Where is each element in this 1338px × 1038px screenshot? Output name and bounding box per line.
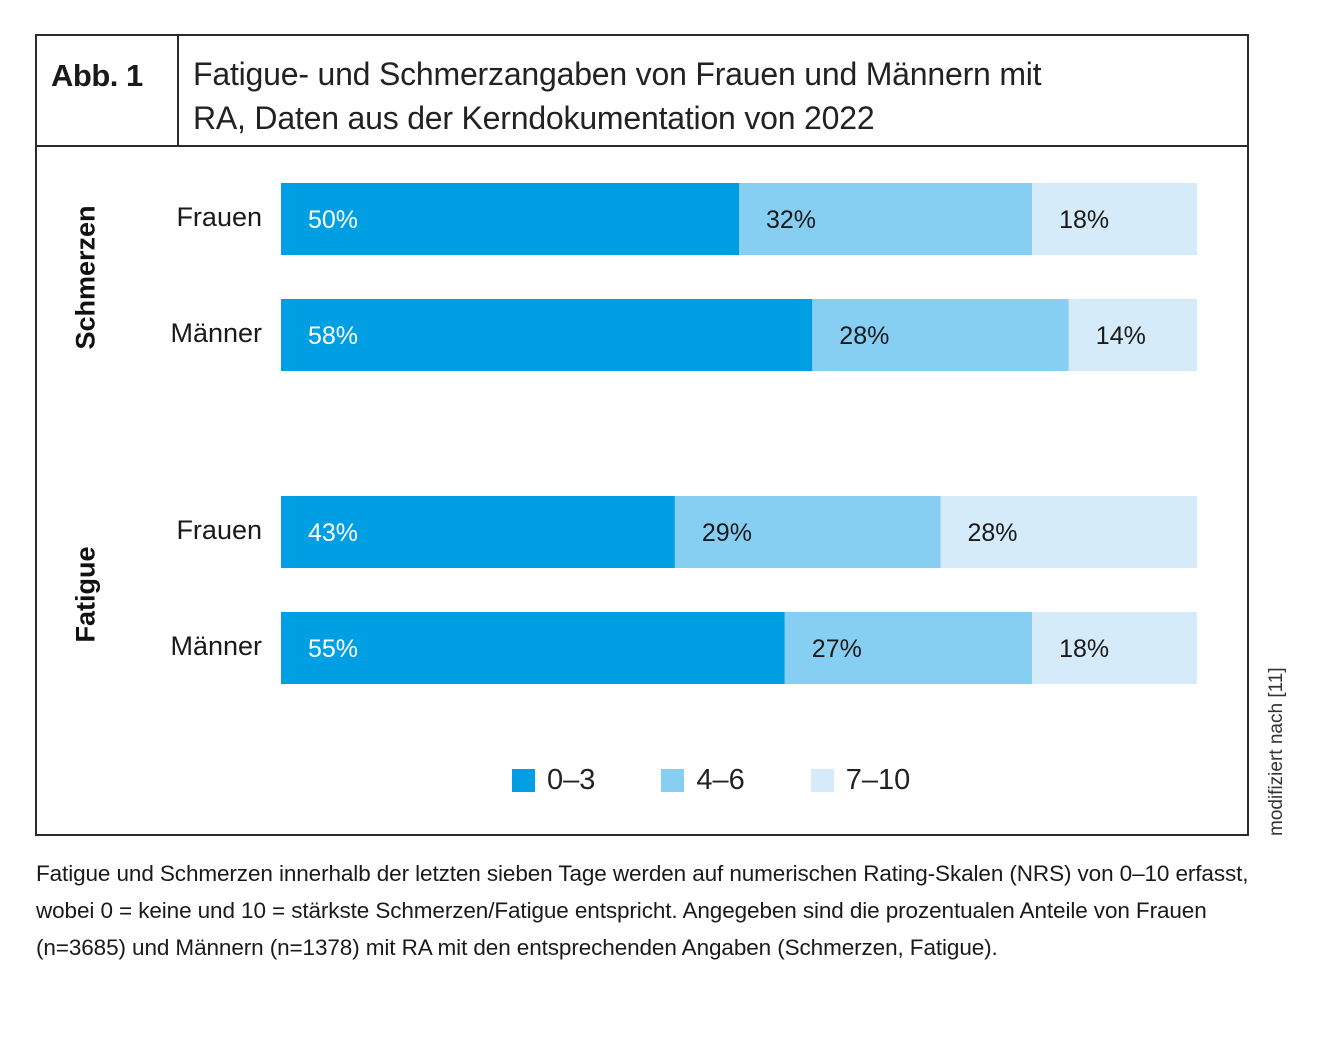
data-label: 28% [968,519,1018,547]
legend-item-7-10: 7–10 [810,764,911,797]
legend: 0–3 4–6 7–10 [512,764,976,797]
figure-title: Fatigue- und Schmerzangaben von Frauen u… [193,52,1233,140]
legend-label: 0–3 [547,764,596,796]
data-label: 55% [308,635,358,663]
data-label: 28% [839,322,889,350]
data-label: 43% [308,519,358,547]
data-label: 14% [1096,322,1146,350]
bar-segment-7-10-row-0 [1032,183,1197,255]
bar-segment-0-3-row-1 [281,299,813,371]
legend-swatch-0-3 [512,769,535,792]
row-label: Männer [170,318,262,348]
data-label: 32% [766,206,816,234]
figure-title-line-2: RA, Daten aus der Kerndokumentation von … [193,100,875,136]
legend-swatch-7-10 [810,769,834,792]
bar-segment-0-3-row-3 [281,612,785,684]
bar-segment-7-10-row-3 [1032,612,1197,684]
legend-item-4-6: 4–6 [661,764,745,797]
legend-swatch-4-6 [661,769,685,792]
legend-label: 7–10 [845,764,911,796]
bar-segment-0-3-row-0 [281,183,739,255]
source-note: modifiziert nach [11] [1266,667,1287,836]
figure-title-line-1: Fatigue- und Schmerzangaben von Frauen u… [193,56,1042,92]
data-label: 29% [702,519,752,547]
data-label: 18% [1059,635,1109,663]
bar-segment-4-6-row-0 [739,183,1033,255]
figure-header: Abb. 1 Fatigue- und Schmerzangaben von F… [37,36,1247,147]
bar-segment-4-6-row-1 [812,299,1069,371]
figure-caption: Fatigue und Schmerzen innerhalb der letz… [36,861,1249,960]
figure-frame: Abb. 1 Fatigue- und Schmerzangaben von F… [35,34,1249,836]
bar-segment-0-3-row-2 [281,496,675,568]
bar-segment-4-6-row-3 [784,612,1033,684]
legend-label: 4–6 [696,764,745,796]
bar-segment-7-10-row-2 [940,496,1197,568]
figure-number: Abb. 1 [37,36,179,145]
data-label: 18% [1059,206,1109,234]
data-label: 58% [308,322,358,350]
row-label: Männer [170,631,262,661]
row-label: Frauen [176,515,262,545]
bar-segment-4-6-row-2 [674,496,941,568]
bar-segment-7-10-row-1 [1068,299,1197,371]
row-label: Frauen [176,202,262,232]
data-label: 50% [308,206,358,234]
data-label: 27% [812,635,862,663]
legend-item-0-3: 0–3 [512,764,595,797]
